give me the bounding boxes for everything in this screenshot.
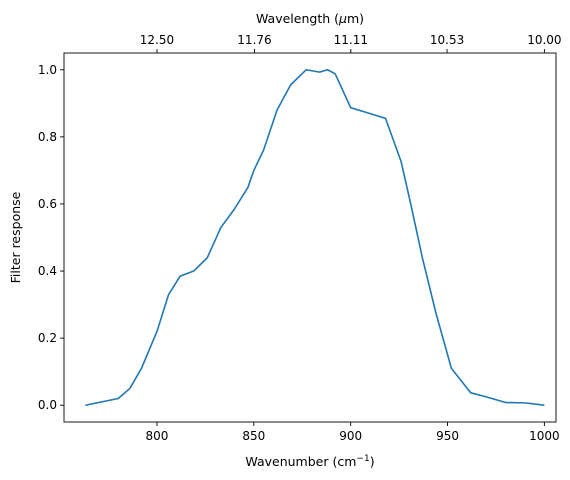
x-axis-label: Wavenumber (cm−1) [245, 454, 374, 469]
x-axis-ticks: 800 850 900 950 1000 [146, 422, 560, 443]
top-tick-label: 11.76 [237, 33, 271, 47]
y-tick-label: 1.0 [38, 63, 57, 77]
y-axis-label: Filter response [8, 191, 23, 283]
y-tick-label: 0.6 [38, 197, 57, 211]
top-tick-label: 12.50 [140, 33, 174, 47]
top-axis-ticks: 12.50 11.76 11.11 10.53 10.00 [140, 33, 562, 53]
top-tick-label: 11.11 [334, 33, 368, 47]
top-tick-label: 10.00 [527, 33, 561, 47]
x-axis-label-main: Wavenumber (cm [245, 454, 356, 469]
x-axis-label-sup: −1 [356, 454, 369, 464]
top-axis-label-mu: μ [338, 11, 347, 26]
y-tick-label: 0.4 [38, 264, 57, 278]
x-tick-label: 850 [242, 429, 265, 443]
series-group [85, 68, 545, 407]
top-tick-label: 10.53 [430, 33, 464, 47]
y-tick-label: 0.2 [38, 331, 57, 345]
y-tick-label: 0.8 [38, 130, 57, 144]
y-axis-ticks: 0.0 0.2 0.4 0.6 0.8 1.0 [38, 63, 64, 412]
series-line-0 [85, 68, 545, 407]
top-axis-label: Wavelength (μm) [256, 11, 364, 26]
top-axis-label-tail: m) [347, 11, 364, 26]
x-tick-label: 900 [339, 429, 362, 443]
x-axis-label-tail: ) [370, 454, 375, 469]
x-tick-label: 1000 [529, 429, 560, 443]
x-tick-label: 950 [436, 429, 459, 443]
top-axis-label-main: Wavelength ( [256, 11, 339, 26]
y-tick-label: 0.0 [38, 398, 57, 412]
plot-frame [63, 52, 557, 423]
x-tick-label: 800 [146, 429, 169, 443]
